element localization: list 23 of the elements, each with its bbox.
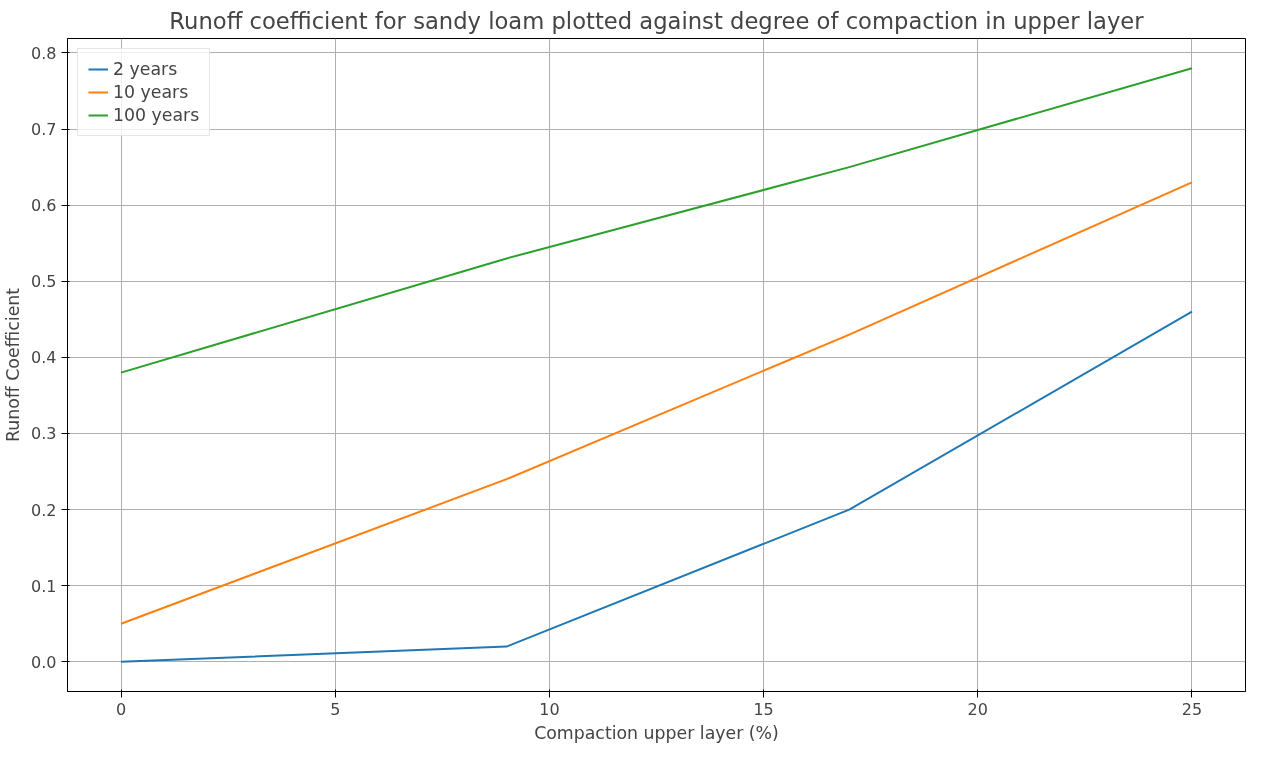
x-tick-label: 5 [330,699,341,719]
x-axis-title: Compaction upper layer (%) [534,722,779,743]
y-tick-label: 0.4 [31,348,57,368]
y-axis-title: Runoff Coefficient [3,287,24,443]
y-tick-label: 0.8 [31,43,57,63]
x-tick-label: 15 [753,699,774,719]
y-tick-label: 0.7 [31,120,57,140]
x-tick-label: 20 [967,699,988,719]
y-tick-label: 0.3 [31,424,57,444]
x-tick-label: 0 [115,699,127,719]
legend-label: 100 years [113,105,200,125]
legend-label: 10 years [113,82,189,102]
x-tick-label: 10 [539,699,560,719]
line-series [120,310,1193,663]
x-tick-label: 25 [1181,699,1203,719]
chart-title: Runoff coefficient for sandy loam plotted against degree of compaction in upper layer [169,7,1145,34]
line-series [120,181,1193,625]
y-tick-label: 0.1 [31,576,57,596]
y-tick-label: 0.5 [31,272,57,292]
y-tick-label: 0.6 [31,196,57,216]
y-tick-label: 0.2 [31,500,57,520]
y-tick-label: 0.0 [31,652,57,672]
legend-label: 2 years [113,59,178,79]
